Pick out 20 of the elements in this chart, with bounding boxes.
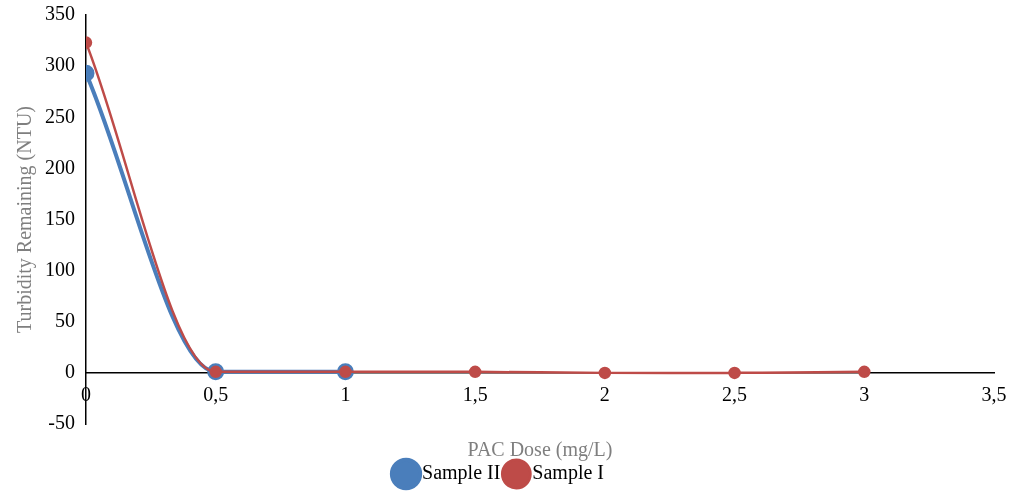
y-tick-label: 50 bbox=[55, 309, 75, 331]
y-tick-label: 300 bbox=[45, 53, 75, 76]
y-axis-title: Turbidity Remaining (NTU) bbox=[13, 105, 37, 334]
y-tick-label: 250 bbox=[45, 104, 75, 127]
x-tick-label: 3,5 bbox=[981, 383, 1007, 406]
y-tick-label: 200 bbox=[45, 155, 75, 178]
y-tick-label: 100 bbox=[45, 257, 75, 280]
x-tick-label: 2,5 bbox=[722, 383, 748, 406]
x-tick-label: 1 bbox=[340, 383, 351, 406]
y-tick-label: 150 bbox=[45, 206, 75, 229]
x-tick-label: 1,5 bbox=[462, 383, 488, 406]
x-tick-label: 0,5 bbox=[203, 383, 229, 406]
y-tick-label: 0 bbox=[65, 360, 75, 383]
legend-label: Sample I bbox=[532, 461, 604, 485]
legend-label: Sample II bbox=[422, 461, 501, 485]
x-tick-label: 3 bbox=[859, 383, 870, 406]
y-tick-label: 350 bbox=[45, 2, 75, 25]
x-tick-label: 2 bbox=[599, 383, 610, 406]
y-tick-label: -50 bbox=[48, 411, 75, 434]
x-axis-title: PAC Dose (mg/L) bbox=[467, 438, 613, 462]
